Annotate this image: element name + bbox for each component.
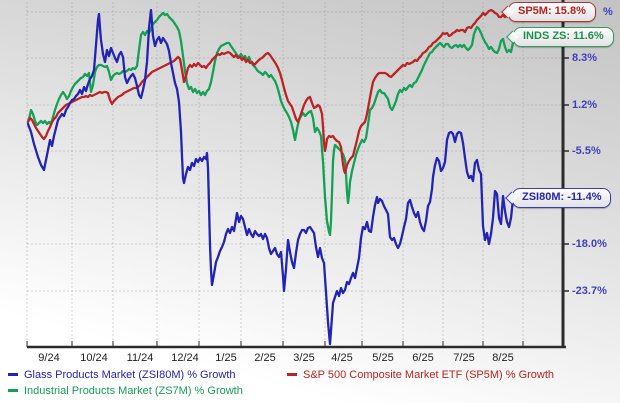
inds-zs-value-callout[interactable]: INDS ZS: 11.6% <box>513 27 614 47</box>
x-tick-label: 8/25 <box>492 352 514 364</box>
legend-label: Industrial Products Market (ZS7M) % Grow… <box>24 385 243 397</box>
x-tick-label: 9/24 <box>38 352 60 364</box>
x-tick-label: 2/25 <box>254 352 276 364</box>
legend-item[interactable]: Glass Products Market (ZSI80M) % Growth <box>8 368 236 382</box>
y-tick-label: -5.5% <box>572 145 601 157</box>
glass-zsi80m-line[interactable] <box>26 8 515 346</box>
x-tick-label: 12/24 <box>171 352 199 364</box>
y-tick-label: 1.2% <box>572 99 598 111</box>
zsi80m-value-callout[interactable]: ZSI80M: -11.4% <box>512 188 612 208</box>
x-tick-label: 6/25 <box>412 352 434 364</box>
sp5m-value-callout[interactable]: SP5M: 15.8% <box>508 2 596 22</box>
legend-label: S&P 500 Composite Market ETF (SP5M) % Gr… <box>303 369 555 381</box>
x-tick-label: 10/24 <box>80 352 108 364</box>
legend-item[interactable]: S&P 500 Composite Market ETF (SP5M) % Gr… <box>287 368 554 382</box>
x-tick-label: 5/25 <box>372 352 394 364</box>
y-tick-label: -18.0% <box>572 238 607 250</box>
x-tick-label: 11/24 <box>126 352 154 364</box>
legend-dash-icon <box>287 372 297 376</box>
x-tick-label: 1/25 <box>215 352 237 364</box>
sp500-sp5m-line[interactable] <box>26 8 514 175</box>
x-tick-label: 7/25 <box>453 352 475 364</box>
legend-label: Glass Products Market (ZSI80M) % Growth <box>24 369 236 381</box>
y-tick-label: -23.7% <box>572 285 607 297</box>
y-tick-label: 8.3% <box>572 52 598 64</box>
y-axis-partial-top-tick: % <box>603 6 613 18</box>
x-tick-label: 4/25 <box>331 352 353 364</box>
industrial-zs7m-line[interactable] <box>26 11 516 237</box>
legend-dash-icon <box>8 388 18 392</box>
x-tick-label: 3/25 <box>293 352 315 364</box>
legend-item[interactable]: Industrial Products Market (ZS7M) % Grow… <box>8 384 243 398</box>
legend-dash-icon <box>8 372 18 376</box>
